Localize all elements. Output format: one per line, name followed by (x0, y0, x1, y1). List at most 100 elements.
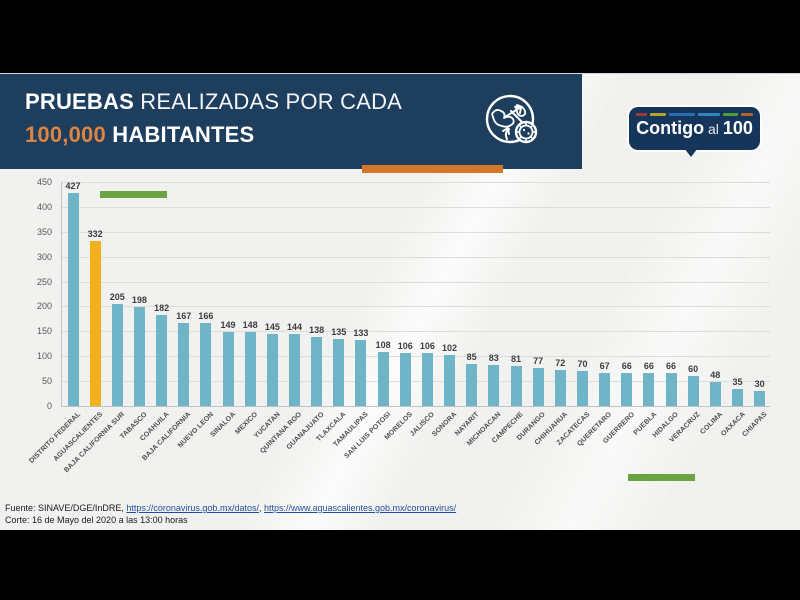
bar-guerrero (621, 373, 633, 406)
bar-value-label: 60 (688, 364, 699, 375)
logo-dash (698, 113, 720, 116)
bar-baja-california (178, 322, 190, 406)
title-banner: PRUEBAS REALIZADAS POR CADA 100,000 HABI… (0, 74, 582, 169)
bar-value-label: 72 (555, 358, 566, 369)
source-line: Fuente: SINAVE/DGE/InDRE, https://corona… (5, 502, 456, 514)
bar-value-label: 133 (353, 327, 369, 338)
y-gridline (62, 206, 770, 208)
y-tick-label: 50 (41, 376, 52, 387)
bar-value-label: 30 (754, 379, 765, 390)
y-tick-label: 0 (46, 401, 52, 411)
bar-value-label: 138 (309, 325, 325, 336)
bar-tamaulipas (355, 339, 367, 406)
bar-value-label: 148 (242, 320, 258, 331)
footer-source: Fuente: SINAVE/DGE/InDRE, https://corona… (5, 502, 456, 526)
bar-aguascalientes (89, 240, 101, 406)
bar-mexico (244, 332, 256, 406)
logo-dash (669, 113, 695, 116)
bar-chihuahua (554, 370, 566, 406)
bar-value-label: 205 (109, 292, 125, 302)
bar-value-label: 135 (331, 326, 347, 337)
source-link-coronavirus-gob[interactable]: https://coronavirus.gob.mx/datos/ (126, 503, 259, 513)
bar-zacatecas (577, 371, 588, 406)
bar-queretaro (599, 372, 611, 406)
bar-nuevo-leon (200, 323, 212, 406)
bar-value-label: 35 (732, 376, 743, 387)
bar-value-label: 106 (419, 341, 435, 352)
bar-value-label: 66 (643, 361, 654, 372)
bar-value-label: 144 (286, 322, 303, 333)
bar-jalisco (421, 353, 433, 406)
globe-virus-icon (477, 87, 547, 162)
logo-dash (650, 113, 666, 116)
y-tick-label: 250 (36, 276, 52, 287)
bar-value-label: 198 (131, 295, 147, 306)
bar-value-label: 66 (621, 361, 632, 372)
source-link-aguascalientes[interactable]: https://www.aguascalientes.gob.mx/corona… (263, 503, 457, 513)
page-title: PRUEBAS REALIZADAS POR CADA 100,000 HABI… (25, 85, 402, 151)
bar-puebla (643, 373, 655, 406)
y-gridline (62, 356, 770, 358)
source-prefix: Fuente: SINAVE/DGE/InDRE, (5, 503, 127, 513)
bar-value-label: 182 (154, 303, 170, 314)
bar-value-label: 167 (176, 310, 192, 321)
bar-value-label: 66 (665, 361, 676, 372)
y-gridline (62, 331, 770, 333)
cutoff-date-line: Corte: 16 de Mayo del 2020 a las 13:00 h… (5, 515, 188, 525)
logo-dash (636, 113, 647, 116)
y-gridline (62, 256, 770, 258)
bar-value-label: 145 (264, 321, 280, 332)
bar-value-label: 106 (397, 341, 413, 352)
logo-speech-tail (684, 148, 698, 157)
y-gridline (62, 306, 770, 308)
bar-value-label: 77 (533, 355, 544, 366)
y-tick-label: 350 (36, 226, 52, 237)
bar-value-label: 166 (198, 311, 214, 322)
bar-campeche (510, 365, 522, 406)
bar-value-label: 81 (510, 353, 521, 364)
source-separator: , (258, 503, 264, 513)
green-accent-bar-top (100, 191, 167, 198)
y-gridline (62, 231, 770, 233)
bar-veracruz (687, 376, 699, 406)
bar-coahuila (156, 315, 168, 406)
y-axis-line (61, 182, 62, 406)
bar-value-label: 85 (466, 351, 477, 362)
title-line-2: 100,000 HABITANTES (25, 122, 255, 147)
logo-dash (741, 113, 753, 116)
bar-value-label: 102 (441, 343, 458, 354)
orange-accent-bar (362, 165, 503, 173)
bar-value-label: 67 (599, 360, 610, 371)
bar-value-label: 48 (710, 370, 721, 381)
title-line-1: PRUEBAS REALIZADAS POR CADA (25, 89, 403, 114)
y-tick-label: 200 (36, 301, 52, 312)
bar-hidalgo (665, 373, 677, 406)
y-tick-label: 400 (36, 201, 52, 212)
bar-value-label: 108 (375, 340, 391, 351)
bar-distrito-federal (67, 193, 79, 406)
bar-tlaxcala (333, 338, 345, 406)
bar-oaxaca (732, 388, 743, 406)
bar-morelos (399, 353, 411, 406)
bar-durango (532, 367, 544, 406)
bar-sonora (444, 355, 455, 406)
logo-text: Contigo al 100 (636, 118, 753, 138)
contigo-al-100-logo: Contigo al 100 (629, 107, 760, 157)
bar-nayarit (466, 363, 478, 406)
bar-value-label: 427 (65, 181, 81, 192)
logo-dash (723, 113, 738, 116)
y-tick-label: 450 (36, 177, 52, 187)
bar-value-label: 332 (87, 228, 103, 239)
bar-baja-california-sur (111, 304, 123, 406)
bar-chiapas (754, 391, 766, 406)
y-gridline (62, 281, 770, 283)
bar-yucatan (266, 333, 278, 406)
y-gridline (62, 381, 770, 383)
bar-quintana-roo (289, 334, 300, 406)
bar-guanajuato (311, 337, 323, 406)
bar-value-label: 83 (488, 352, 499, 363)
y-tick-label: 100 (36, 351, 52, 362)
y-tick-label: 150 (36, 326, 52, 337)
bar-colima (709, 382, 721, 406)
